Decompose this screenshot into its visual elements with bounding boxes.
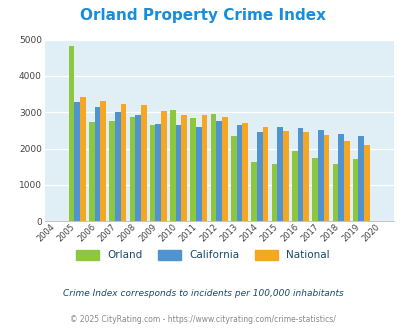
Bar bbox=[190, 118, 196, 221]
Bar bbox=[230, 136, 236, 221]
Bar bbox=[222, 117, 227, 221]
Text: Orland Property Crime Index: Orland Property Crime Index bbox=[80, 8, 325, 23]
Bar bbox=[129, 116, 135, 221]
Bar bbox=[323, 135, 328, 221]
Bar bbox=[277, 127, 282, 221]
Bar bbox=[155, 124, 161, 221]
Bar bbox=[291, 151, 297, 221]
Bar bbox=[161, 112, 166, 221]
Bar bbox=[343, 141, 349, 221]
Bar bbox=[332, 164, 337, 221]
Bar bbox=[201, 115, 207, 221]
Bar bbox=[120, 104, 126, 221]
Text: Crime Index corresponds to incidents per 100,000 inhabitants: Crime Index corresponds to incidents per… bbox=[62, 289, 343, 298]
Bar bbox=[271, 164, 277, 221]
Bar bbox=[303, 132, 308, 221]
Bar bbox=[363, 145, 369, 221]
Bar bbox=[115, 112, 120, 221]
Bar bbox=[242, 123, 247, 221]
Bar bbox=[251, 162, 256, 221]
Bar bbox=[311, 157, 317, 221]
Bar bbox=[94, 107, 100, 221]
Text: © 2025 CityRating.com - https://www.cityrating.com/crime-statistics/: © 2025 CityRating.com - https://www.city… bbox=[70, 315, 335, 324]
Bar bbox=[170, 110, 175, 221]
Bar bbox=[256, 132, 262, 221]
Bar bbox=[100, 101, 106, 221]
Bar bbox=[74, 102, 80, 221]
Bar bbox=[175, 125, 181, 221]
Bar bbox=[89, 122, 94, 221]
Bar bbox=[68, 46, 74, 221]
Bar bbox=[262, 127, 268, 221]
Bar bbox=[141, 105, 146, 221]
Bar bbox=[149, 125, 155, 221]
Bar bbox=[80, 97, 85, 221]
Bar bbox=[196, 127, 201, 221]
Bar bbox=[297, 128, 303, 221]
Bar bbox=[317, 130, 323, 221]
Bar bbox=[337, 134, 343, 221]
Bar bbox=[282, 131, 288, 221]
Bar bbox=[181, 115, 187, 221]
Bar bbox=[236, 125, 242, 221]
Bar bbox=[358, 136, 363, 221]
Bar bbox=[216, 121, 222, 221]
Bar bbox=[109, 121, 115, 221]
Bar bbox=[210, 114, 216, 221]
Bar bbox=[352, 159, 358, 221]
Bar bbox=[135, 115, 141, 221]
Legend: Orland, California, National: Orland, California, National bbox=[76, 250, 329, 260]
